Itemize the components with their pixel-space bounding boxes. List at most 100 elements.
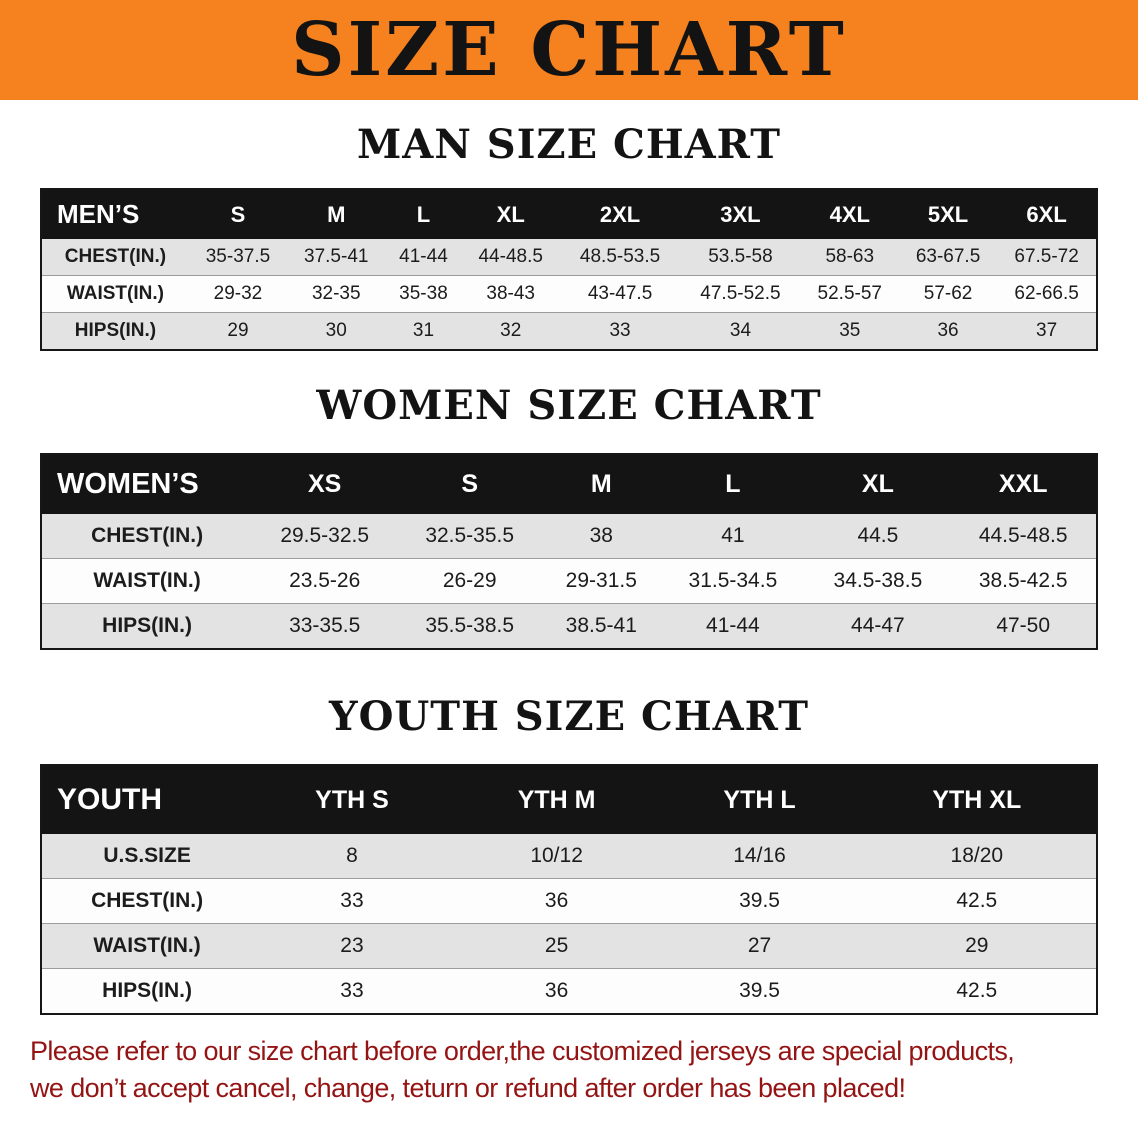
size-value-cell: 33-35.5 <box>289 614 361 637</box>
size-value-cell: 31 <box>412 320 435 341</box>
size-value-cell: 52.5-57 <box>817 283 882 304</box>
size-value-cell: 36 <box>544 889 569 912</box>
size-column-header: L <box>385 189 462 239</box>
size-value-cell: 38.5-42.5 <box>978 569 1068 592</box>
size-value-cell: 34.5-38.5 <box>833 569 923 592</box>
size-column-header: L <box>660 454 806 514</box>
table-header-row: YOUTH YTH S YTH M YTH L YTH XL <box>41 765 1097 834</box>
table-row: U.S.SIZE 8 10/12 14/16 18/20 <box>41 834 1097 879</box>
size-column-header: YTH M <box>451 765 662 834</box>
size-chart-banner: SIZE CHART <box>0 0 1138 100</box>
size-column-header: 2XL <box>559 189 681 239</box>
size-value-cell: 42.5 <box>956 889 998 912</box>
size-value-cell: 23 <box>340 934 364 957</box>
size-column-header: XXL <box>950 454 1097 514</box>
table-head: WOMEN’S XS S M L XL XXL <box>41 454 1097 514</box>
size-value-cell: 44.5 <box>857 524 899 547</box>
size-value-cell: 33 <box>609 320 631 341</box>
women-size-table: WOMEN’S XS S M L XL XXL CHEST(IN.) 29.5-32.5 32.5… <box>40 453 1098 650</box>
size-value-cell: 67.5-72 <box>1014 246 1079 267</box>
row-label: WAIST(IN.) <box>93 569 201 592</box>
size-value-cell: 48.5-53.5 <box>579 246 661 267</box>
size-value-cell: 37 <box>1036 320 1058 341</box>
size-value-cell: 44-47 <box>851 614 905 637</box>
size-value-cell: 37.5-41 <box>304 246 369 267</box>
size-column-header: M <box>287 189 386 239</box>
row-label: CHEST(IN.) <box>91 524 204 547</box>
table-corner-label: YOUTH <box>41 765 253 834</box>
size-value-cell: 30 <box>325 320 347 341</box>
size-value-cell: 26-29 <box>442 569 497 592</box>
size-value-cell: 29 <box>227 320 249 341</box>
size-value-cell: 53.5-58 <box>708 246 773 267</box>
size-value-cell: 35 <box>839 320 861 341</box>
size-value-cell: 39.5 <box>739 979 780 1002</box>
size-value-cell: 33 <box>340 979 364 1002</box>
man-size-chart-section: MAN SIZE CHART MEN’S S M L XL 2XL 3XL 4XL 5XL 6XL… <box>0 122 1138 351</box>
row-label: CHEST(IN.) <box>64 246 167 267</box>
size-value-cell: 8 <box>346 844 358 867</box>
table-corner-label: MEN’S <box>41 189 189 239</box>
size-value-cell: 58-63 <box>825 246 875 267</box>
size-column-header: S <box>397 454 543 514</box>
table-row: HIPS(IN.) 29 30 31 32 33 34 35 36 37 <box>41 312 1097 350</box>
size-value-cell: 47.5-52.5 <box>700 283 781 304</box>
size-value-cell: 31.5-34.5 <box>688 569 778 592</box>
row-label: HIPS(IN.) <box>102 979 193 1002</box>
banner-title: SIZE CHART <box>291 7 847 93</box>
size-value-cell: 44.5-48.5 <box>978 524 1068 547</box>
size-value-cell: 63-67.5 <box>915 246 981 267</box>
size-value-cell: 29-32 <box>213 283 263 304</box>
size-column-header: XL <box>805 454 951 514</box>
size-value-cell: 36 <box>544 979 569 1002</box>
size-value-cell: 29 <box>965 934 989 957</box>
size-value-cell: 38 <box>589 524 613 547</box>
disclaimer-line-2: we don’t accept cancel, change, teturn o… <box>30 1073 906 1104</box>
youth-size-chart-section: YOUTH SIZE CHART YOUTH YTH S YTH M YTH L YTH… <box>0 694 1138 1015</box>
youth-size-chart-heading: YOUTH SIZE CHART <box>329 693 809 740</box>
row-label: WAIST(IN.) <box>93 934 201 957</box>
women-size-chart-section: WOMEN SIZE CHART WOMEN’S XS S M L XL XXL CHEST(… <box>0 383 1138 650</box>
size-value-cell: 32-35 <box>311 283 361 304</box>
size-column-header: M <box>542 454 661 514</box>
youth-size-table: YOUTH YTH S YTH M YTH L YTH XL U.S.SIZE 8 10/12… <box>40 764 1098 1015</box>
size-column-header: 6XL <box>997 189 1097 239</box>
table-corner-label: WOMEN’S <box>41 454 253 514</box>
women-size-chart-heading: WOMEN SIZE CHART <box>316 382 822 429</box>
size-value-cell: 10/12 <box>530 844 583 867</box>
disclaimer: Please refer to our size chart before or… <box>30 1033 1108 1108</box>
size-value-cell: 35.5-38.5 <box>425 614 515 637</box>
size-value-cell: 25 <box>544 934 569 957</box>
table-row: WAIST(IN.) 29-32 32-35 35-38 38-43 43-47.5 47.… <box>41 275 1097 313</box>
row-label: U.S.SIZE <box>103 844 191 867</box>
size-value-cell: 27 <box>747 934 772 957</box>
size-column-header: 4XL <box>800 189 899 239</box>
table-header-row: WOMEN’S XS S M L XL XXL <box>41 454 1097 514</box>
size-value-cell: 32.5-35.5 <box>425 524 515 547</box>
size-value-cell: 62-66.5 <box>1014 283 1079 304</box>
size-value-cell: 38.5-41 <box>565 614 637 637</box>
row-label: CHEST(IN.) <box>91 889 204 912</box>
size-value-cell: 38-43 <box>486 283 536 304</box>
size-value-cell: 42.5 <box>956 979 998 1002</box>
size-value-cell: 29-31.5 <box>565 569 637 592</box>
size-value-cell: 18/20 <box>950 844 1004 867</box>
size-value-cell: 47-50 <box>996 614 1051 637</box>
size-value-cell: 32 <box>500 320 522 341</box>
size-column-header: YTH S <box>252 765 452 834</box>
table-body: CHEST(IN.) 35-37.5 37.5-41 41-44 44-48.5 48.5… <box>41 239 1097 350</box>
row-label: HIPS(IN.) <box>102 614 193 637</box>
table-body: CHEST(IN.) 29.5-32.5 32.5-35.5 38 41 44.5 44.5… <box>41 514 1097 649</box>
size-value-cell: 35-37.5 <box>205 246 271 267</box>
size-value-cell: 41 <box>721 524 745 547</box>
table-head: MEN’S S M L XL 2XL 3XL 4XL 5XL 6XL <box>41 189 1097 239</box>
size-value-cell: 41-44 <box>706 614 760 637</box>
table-head: YOUTH YTH S YTH M YTH L YTH XL <box>41 765 1097 834</box>
disclaimer-line-1: Please refer to our size chart before or… <box>30 1036 1015 1066</box>
table-row: CHEST(IN.) 33 36 39.5 42.5 <box>41 878 1097 924</box>
size-column-header: S <box>188 189 288 239</box>
table-row: CHEST(IN.) 29.5-32.5 32.5-35.5 38 41 44.5 44.5… <box>41 514 1097 559</box>
size-value-cell: 29.5-32.5 <box>280 524 370 547</box>
table-row: HIPS(IN.) 33-35.5 35.5-38.5 38.5-41 41-44 44-… <box>41 603 1097 649</box>
size-value-cell: 34 <box>729 320 752 341</box>
